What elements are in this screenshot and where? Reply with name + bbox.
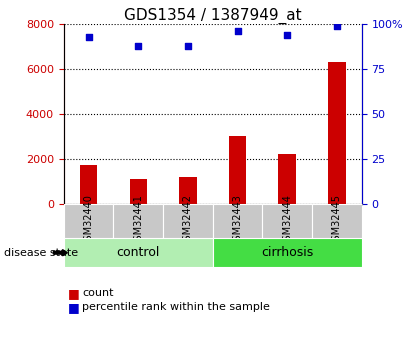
Text: ■: ■ — [68, 300, 80, 314]
Bar — [113, 204, 163, 238]
Text: GSM32442: GSM32442 — [183, 194, 193, 247]
Point — [185, 43, 191, 48]
Text: control: control — [116, 246, 160, 259]
Bar — [179, 177, 196, 204]
Text: ■: ■ — [68, 287, 80, 300]
Bar — [64, 204, 113, 238]
Text: disease state: disease state — [4, 248, 78, 258]
Point — [284, 32, 291, 38]
Bar — [163, 204, 213, 238]
Text: GSM32443: GSM32443 — [233, 194, 242, 247]
Bar — [328, 62, 346, 204]
Bar — [213, 204, 262, 238]
Bar — [229, 136, 246, 204]
Text: GSM32441: GSM32441 — [133, 194, 143, 247]
Bar — [312, 204, 362, 238]
Text: GSM32445: GSM32445 — [332, 194, 342, 247]
Text: cirrhosis: cirrhosis — [261, 246, 313, 259]
Text: GSM32444: GSM32444 — [282, 194, 292, 247]
Point — [334, 23, 340, 29]
Point — [135, 43, 141, 48]
Text: percentile rank within the sample: percentile rank within the sample — [82, 302, 270, 312]
Point — [234, 29, 241, 34]
Title: GDS1354 / 1387949_at: GDS1354 / 1387949_at — [124, 8, 302, 24]
Text: count: count — [82, 288, 114, 298]
Bar — [279, 154, 296, 204]
Point — [85, 34, 92, 39]
Bar — [129, 179, 147, 204]
Bar — [64, 238, 213, 267]
Bar — [213, 238, 362, 267]
Bar — [80, 166, 97, 204]
Bar — [262, 204, 312, 238]
Text: GSM32440: GSM32440 — [83, 194, 94, 247]
